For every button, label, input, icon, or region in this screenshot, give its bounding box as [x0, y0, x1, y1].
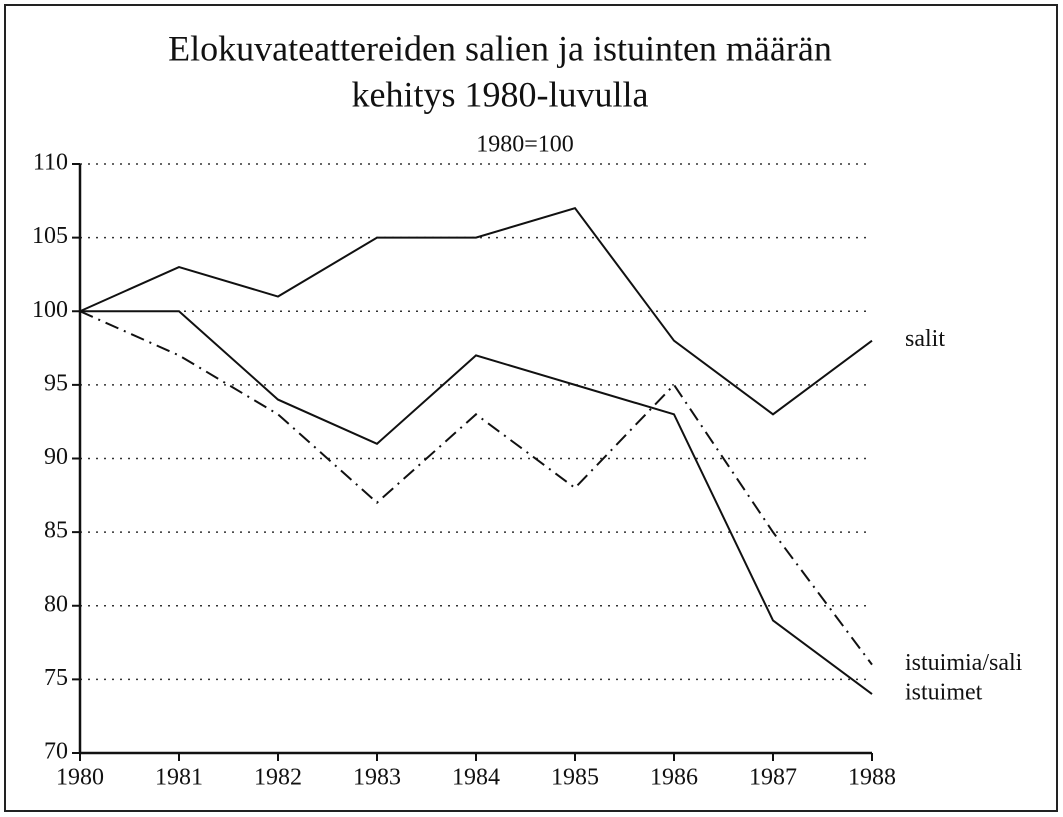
y-tick-label: 70 [44, 739, 68, 765]
series-line [80, 310, 873, 695]
x-tick-label: 1983 [353, 765, 401, 791]
chart-subtitle: 1980=100 [476, 132, 574, 158]
series-label: istuimia/sali [905, 650, 1023, 676]
y-tick-label: 80 [44, 591, 68, 617]
series-line [79, 310, 873, 666]
y-tick-label: 75 [44, 665, 68, 691]
x-tick-label: 1980 [56, 765, 104, 791]
series-line [79, 207, 873, 416]
y-tick-label: 110 [33, 150, 68, 176]
frame [4, 4, 1058, 812]
chart-title: kehitys 1980-luvulla [352, 74, 649, 114]
y-tick-label: 105 [32, 223, 68, 249]
x-tick-label: 1984 [452, 765, 500, 791]
x-tick-label: 1985 [551, 765, 599, 791]
series-label: salit [905, 326, 945, 352]
x-tick-label: 1987 [749, 765, 797, 791]
y-tick-label: 85 [44, 518, 68, 544]
chart-title: Elokuvateattereiden salien ja istuinten … [168, 28, 832, 68]
y-tick-label: 90 [44, 444, 68, 470]
x-tick-label: 1981 [155, 765, 203, 791]
x-tick-label: 1988 [848, 765, 896, 791]
y-tick-label: 95 [44, 370, 68, 396]
series-label: istuimet [905, 680, 983, 706]
x-tick-label: 1982 [254, 765, 302, 791]
x-tick-label: 1986 [650, 765, 698, 791]
y-tick-label: 100 [32, 297, 68, 323]
